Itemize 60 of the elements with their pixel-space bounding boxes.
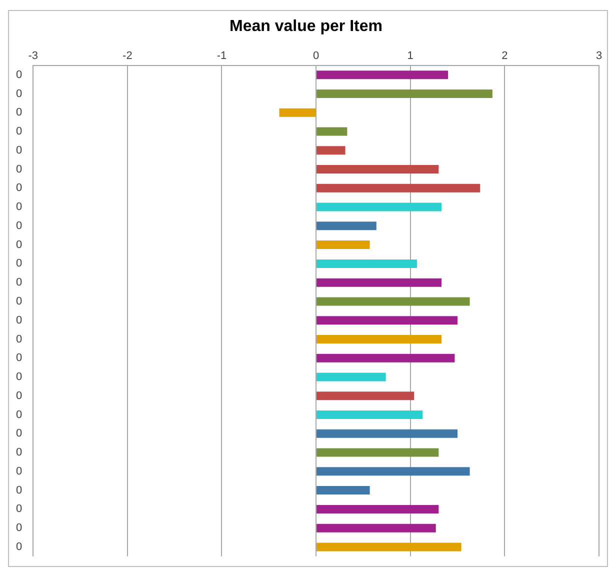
- x-tick-label: 1: [407, 50, 414, 62]
- bar: [316, 354, 455, 362]
- bar: [316, 316, 458, 325]
- bar: [316, 524, 436, 532]
- bar: [316, 410, 423, 420]
- x-tick-label: -3: [28, 50, 38, 62]
- bar: [316, 165, 439, 174]
- y-tick-label: 0: [16, 276, 22, 289]
- bar: [316, 240, 370, 250]
- y-tick-label: 0: [16, 522, 22, 534]
- x-tick-label: -1: [216, 50, 227, 62]
- y-tick-label: 0: [16, 333, 22, 346]
- x-tick-label: 3: [596, 50, 602, 62]
- y-tick-label: 0: [16, 540, 22, 553]
- bar: [316, 89, 492, 98]
- bar: [316, 127, 348, 136]
- y-tick-label: 0: [16, 390, 22, 402]
- y-tick-label: 0: [16, 446, 22, 459]
- y-tick-label: 0: [16, 182, 22, 194]
- bar: [279, 108, 316, 117]
- y-tick-label: 0: [16, 163, 22, 176]
- y-tick-label: 0: [16, 238, 22, 251]
- y-tick-label: 0: [16, 371, 22, 384]
- bar: [316, 467, 470, 476]
- y-tick-label: 0: [16, 258, 22, 270]
- x-tick-label: 2: [502, 50, 508, 62]
- y-tick-label: 0: [16, 220, 22, 232]
- bar: [316, 334, 442, 344]
- y-tick-label: 0: [16, 88, 22, 100]
- y-tick-label: 0: [16, 314, 22, 326]
- y-tick-label: 0: [16, 144, 22, 156]
- bar: [316, 222, 376, 230]
- y-tick-label: 0: [16, 503, 22, 516]
- bar: [316, 278, 442, 287]
- bar: [316, 146, 346, 155]
- y-tick-label: 0: [16, 428, 22, 440]
- bar: [316, 70, 448, 80]
- y-tick-label: 0: [16, 295, 22, 308]
- bar: [316, 429, 458, 438]
- bar: [316, 542, 462, 552]
- bar: [316, 184, 480, 192]
- bar: [316, 486, 370, 495]
- y-tick-label: 0: [16, 106, 22, 119]
- bar: [316, 202, 442, 212]
- y-tick-label: 0: [16, 201, 22, 214]
- y-tick-label: 0: [16, 126, 22, 138]
- bar: [316, 392, 414, 400]
- y-tick-label: 0: [16, 352, 22, 364]
- bar: [316, 259, 417, 268]
- x-tick-label: -2: [122, 50, 132, 62]
- y-tick-label: 0: [16, 484, 22, 496]
- bar: [316, 297, 470, 306]
- bar: [316, 372, 386, 382]
- y-tick-label: 0: [16, 68, 22, 81]
- chart-title: Mean value per Item: [230, 18, 382, 36]
- bar: [316, 504, 439, 514]
- x-tick-label: 0: [312, 50, 320, 62]
- y-tick-label: 0: [16, 408, 22, 421]
- bar: [316, 448, 439, 457]
- y-tick-label: 0: [16, 465, 22, 478]
